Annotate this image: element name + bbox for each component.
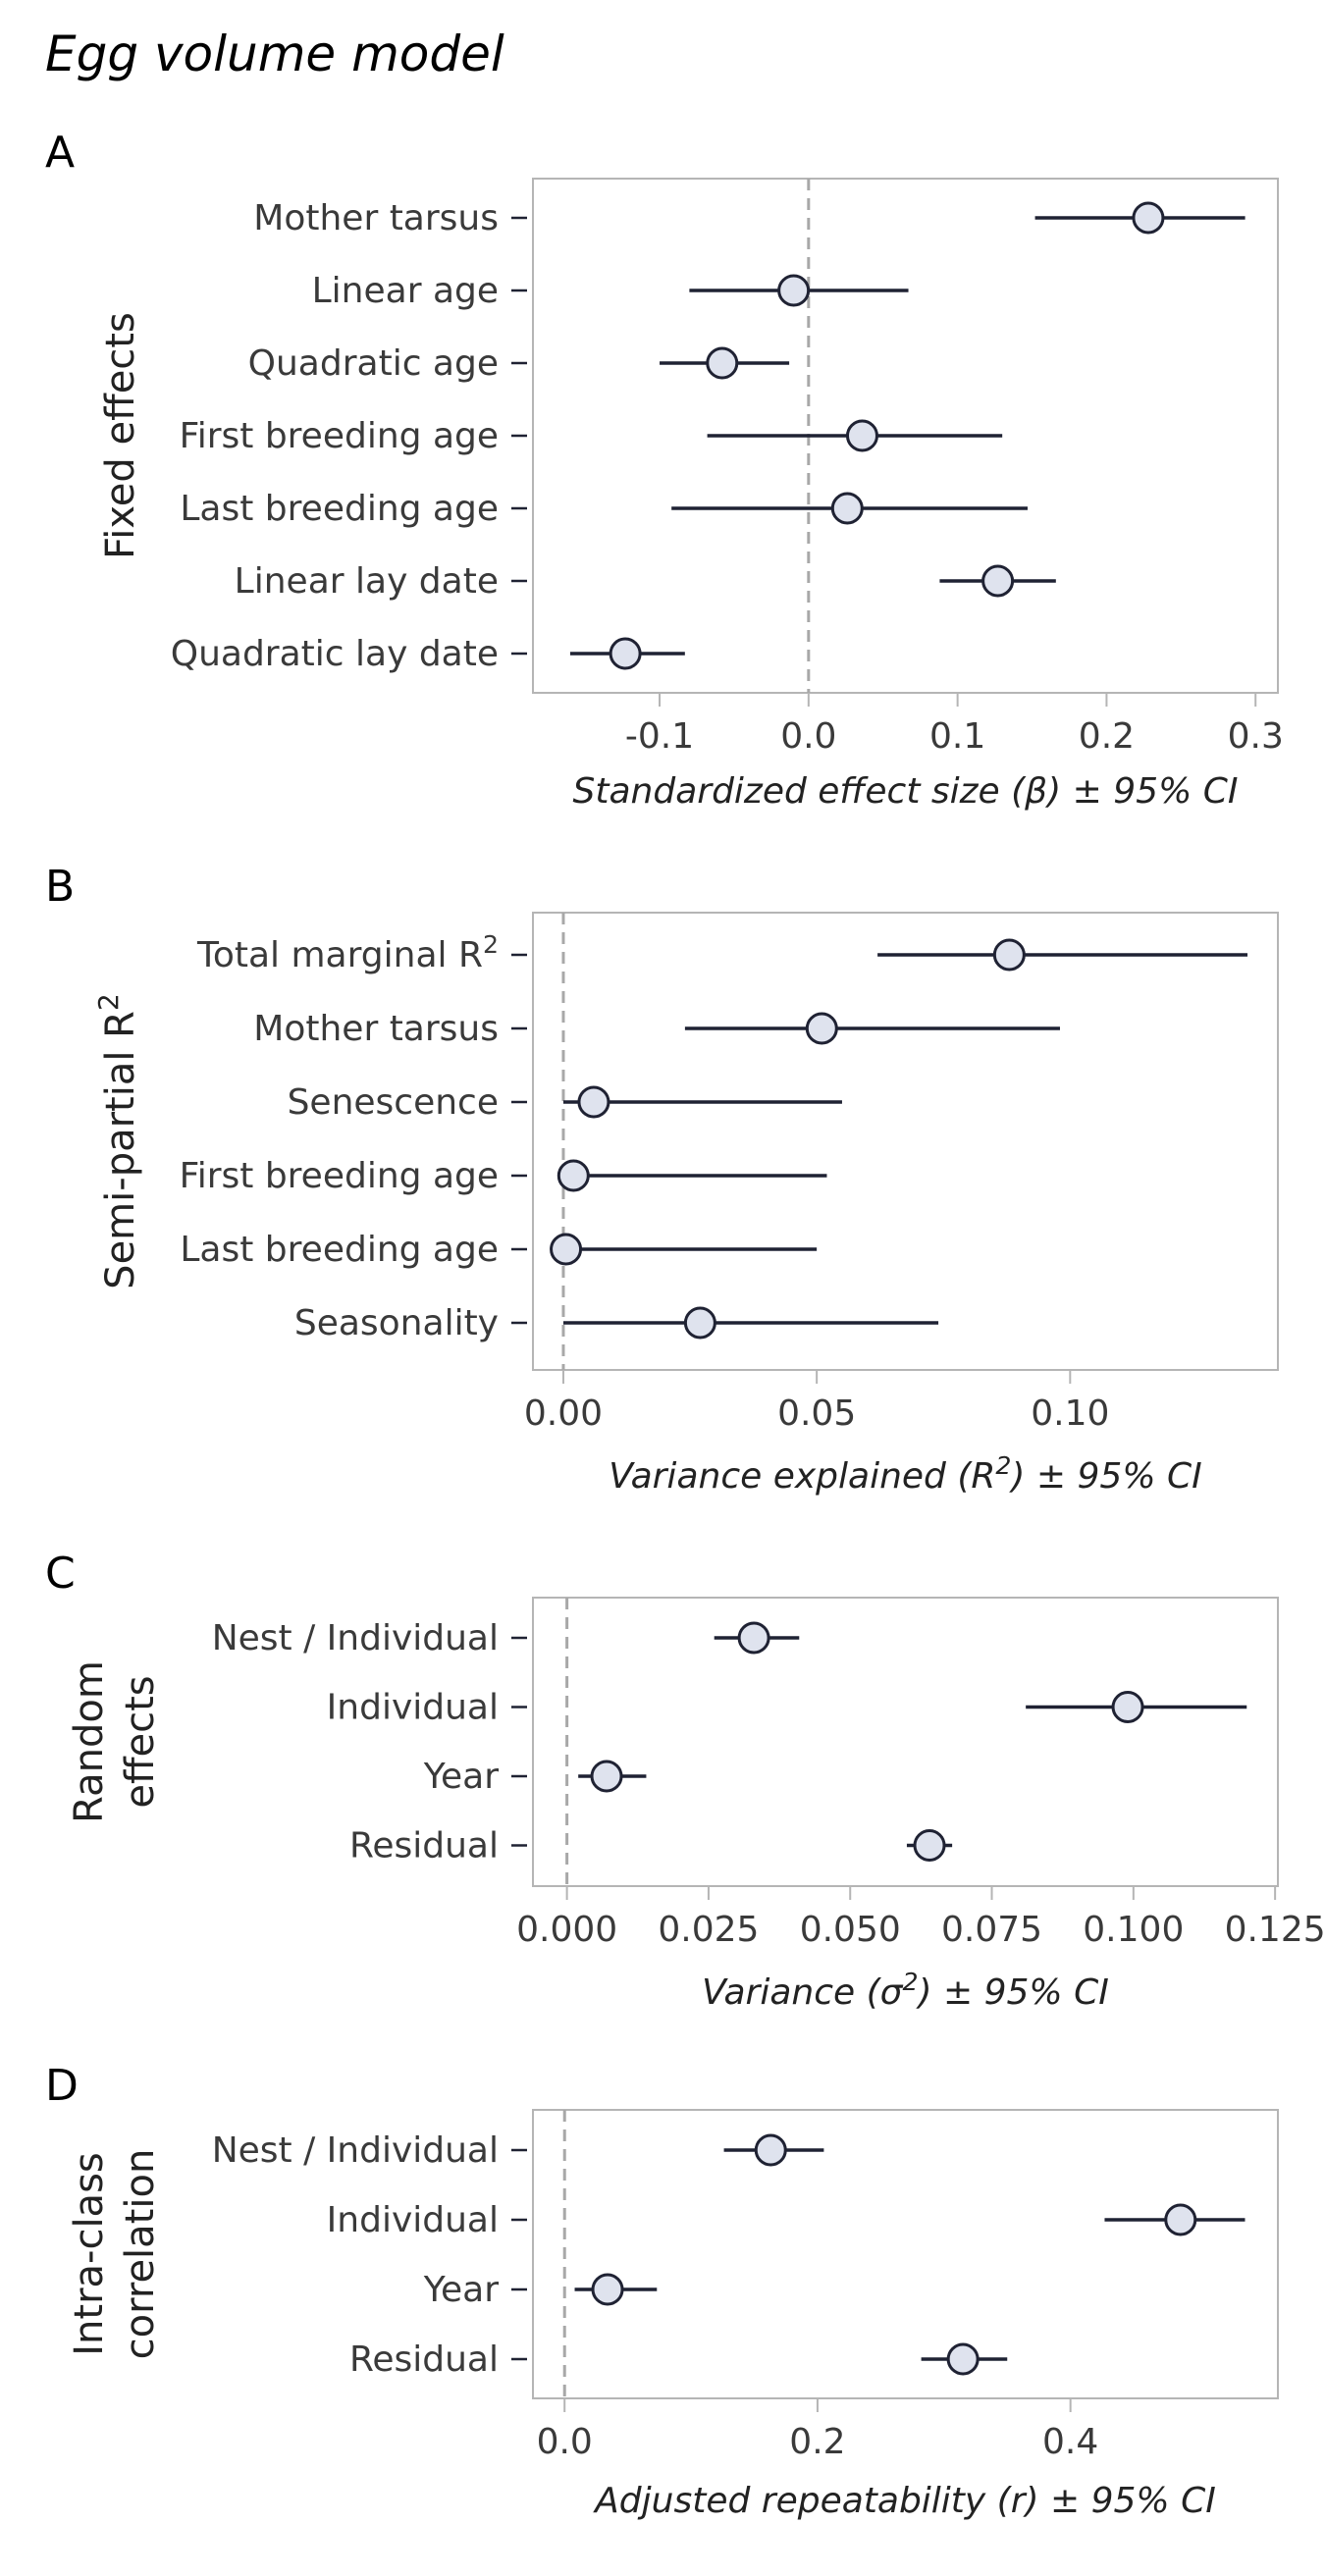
x-tick-label: -0.1 xyxy=(625,716,694,757)
x-tick-label: 0.00 xyxy=(524,1393,603,1434)
estimate-point xyxy=(1164,2203,1197,2236)
category-label: Individual xyxy=(327,1688,499,1728)
panel-b: B 0.00 0.05 0.10 Variance explained (R2) ± 9… xyxy=(45,862,1279,1498)
estimate-point xyxy=(737,1621,770,1655)
x-tick-label: 0.2 xyxy=(1079,716,1135,757)
estimate-point xyxy=(609,637,642,670)
y-axis-title: Fixed effects xyxy=(98,312,143,559)
panels: A -0.1 0.0 0.1 0.2 0.3 Standardized effect siz… xyxy=(45,128,1325,2521)
x-axis-title: Adjusted repeatability (r) ± 95% CI xyxy=(593,2481,1216,2521)
estimate-point xyxy=(556,1159,590,1192)
estimate-point xyxy=(777,274,811,307)
panel-letter: D xyxy=(45,2061,79,2111)
x-tick-label: 0.075 xyxy=(941,1910,1042,1950)
estimate-point xyxy=(590,1760,623,1793)
category-label: Last breeding age xyxy=(180,489,499,529)
x-tick-label: 0.05 xyxy=(777,1393,856,1434)
category-label: Mother tarsus xyxy=(253,198,499,238)
y-axis-title: correlation xyxy=(118,2149,163,2360)
estimate-point xyxy=(845,419,878,452)
category-label: Individual xyxy=(327,2200,499,2240)
estimate-point xyxy=(550,1233,583,1266)
estimate-point xyxy=(981,564,1015,598)
category-label: Quadratic age xyxy=(248,343,499,384)
x-tick-label: 0.3 xyxy=(1228,716,1284,757)
panel-letter: A xyxy=(45,128,75,178)
x-axis-title: Variance (σ2) ± 95% CI xyxy=(702,1968,1109,2014)
category-label: Year xyxy=(423,1757,499,1797)
plot-frame xyxy=(532,178,1279,694)
category-label: Linear lay date xyxy=(235,561,499,602)
x-tick-label: 0.4 xyxy=(1042,2422,1098,2462)
estimate-point xyxy=(830,492,864,525)
y-axis-title: Random xyxy=(67,1660,112,1823)
estimate-point xyxy=(913,1829,946,1862)
plot-frame xyxy=(532,2109,1279,2399)
y-axis-title: effects xyxy=(118,1675,163,1808)
x-axis-title: Standardized effect size (β) ± 95% CI xyxy=(573,771,1239,812)
estimate-point xyxy=(577,1085,610,1119)
estimate-point xyxy=(992,938,1026,972)
category-label: First breeding age xyxy=(180,1156,499,1196)
panel-c: C 0.000 0.025 0.050 0.075 0.100 0.125 Variance … xyxy=(45,1549,1325,2013)
x-tick-label: 0.000 xyxy=(516,1910,617,1950)
category-label: Residual xyxy=(349,2339,499,2380)
category-label: Nest / Individual xyxy=(212,2130,499,2171)
x-tick-label: 0.2 xyxy=(789,2422,845,2462)
panel-a: A -0.1 0.0 0.1 0.2 0.3 Standardized effect siz… xyxy=(45,128,1284,812)
estimate-point xyxy=(754,2133,787,2167)
estimate-point xyxy=(591,2273,624,2306)
panel-letter: B xyxy=(45,862,75,912)
x-tick-label: 0.0 xyxy=(780,716,836,757)
plot-frame xyxy=(532,912,1279,1371)
x-axis-title: Variance explained (R2) ± 95% CI xyxy=(609,1451,1201,1498)
plot-frame xyxy=(532,1597,1279,1887)
category-label: Quadratic lay date xyxy=(171,634,499,674)
category-label: Seasonality xyxy=(294,1303,499,1343)
panel-d: D 0.0 0.2 0.4 Adjusted repeatability (r) ± 9… xyxy=(45,2061,1279,2521)
category-label: First breeding age xyxy=(180,416,499,456)
category-label: Senescence xyxy=(288,1082,499,1123)
category-label: Mother tarsus xyxy=(253,1009,499,1049)
estimate-point xyxy=(1132,201,1165,235)
category-label: Year xyxy=(423,2270,499,2310)
estimate-point xyxy=(706,346,739,380)
estimate-point xyxy=(946,2342,980,2376)
estimate-point xyxy=(1111,1691,1144,1723)
category-label: Nest / Individual xyxy=(212,1618,499,1658)
x-tick-label: 0.1 xyxy=(929,716,985,757)
category-label: Total marginal R2 xyxy=(196,930,499,976)
panel-letter: C xyxy=(45,1549,76,1599)
x-tick-label: 0.125 xyxy=(1225,1910,1325,1950)
x-tick-label: 0.025 xyxy=(658,1910,759,1950)
x-tick-label: 0.10 xyxy=(1031,1393,1109,1434)
y-axis-title: Semi-partial R2 xyxy=(92,993,144,1289)
x-tick-label: 0.0 xyxy=(537,2422,593,2462)
category-label: Residual xyxy=(349,1826,499,1866)
category-label: Last breeding age xyxy=(180,1230,499,1270)
estimate-point xyxy=(805,1012,838,1045)
estimate-point xyxy=(683,1306,716,1340)
y-axis-title: Intra-class xyxy=(67,2152,112,2356)
x-tick-label: 0.050 xyxy=(800,1910,901,1950)
category-label: Linear age xyxy=(312,271,499,311)
figure-title: Egg volume model xyxy=(45,26,504,82)
x-tick-label: 0.100 xyxy=(1083,1910,1184,1950)
